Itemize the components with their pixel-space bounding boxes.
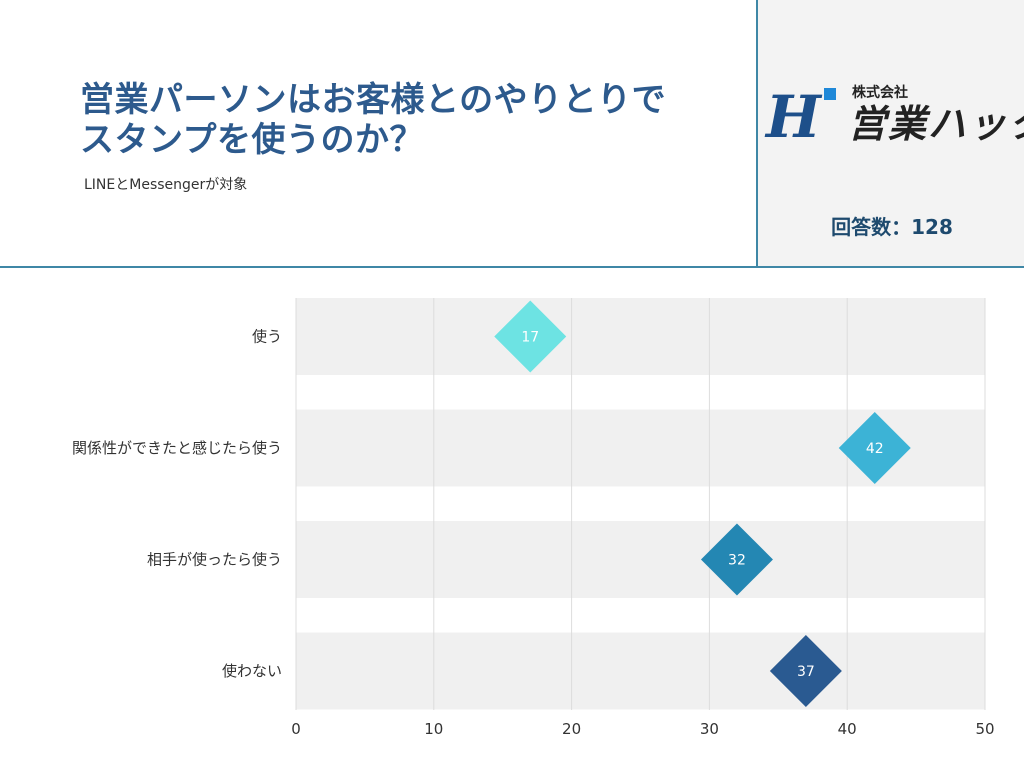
logo-mark: H: [766, 83, 821, 151]
data-label: 37: [797, 664, 815, 680]
info-panel: H 株式会社 営業ハック 回答数：128: [756, 0, 1024, 266]
category-label: 相手が使ったら使う: [147, 551, 282, 569]
x-tick-label: 10: [424, 720, 443, 738]
logo-company-type: 株式会社: [852, 85, 908, 101]
data-marker: [769, 635, 842, 707]
x-tick-label: 30: [700, 720, 719, 738]
data-label: 42: [866, 441, 884, 457]
category-band: [296, 632, 985, 710]
data-label: 17: [521, 330, 539, 346]
category-label: 関係性ができたと感じたら使う: [72, 439, 282, 457]
title-line-1: 営業パーソンはお客様とのやりとりで: [80, 80, 667, 120]
category-label: 使わない: [222, 662, 282, 680]
x-tick-label: 50: [975, 720, 994, 738]
header: 営業パーソンはお客様とのやりとりで スタンプを使うのか？ LINEとMessen…: [0, 0, 1024, 268]
data-marker: [494, 300, 567, 373]
category-band: [296, 298, 985, 375]
x-tick-label: 0: [291, 720, 301, 738]
logo-square-icon: [824, 88, 836, 100]
data-marker: [700, 523, 773, 596]
data-label: 32: [728, 553, 746, 569]
page-title: 営業パーソンはお客様とのやりとりで スタンプを使うのか？: [80, 80, 740, 160]
company-logo: H 株式会社 営業ハック: [766, 80, 1024, 150]
category-band: [296, 521, 985, 598]
category-label: 使う: [252, 328, 282, 346]
title-line-2: スタンプを使うのか？: [80, 120, 424, 160]
subtitle: LINEとMessengerが対象: [84, 177, 248, 193]
x-tick-label: 20: [562, 720, 581, 738]
x-tick-label: 40: [838, 720, 857, 738]
data-marker: [838, 412, 911, 484]
logo-brand-name: 営業ハック: [848, 102, 1024, 146]
respondent-count: 回答数：128: [831, 215, 953, 239]
